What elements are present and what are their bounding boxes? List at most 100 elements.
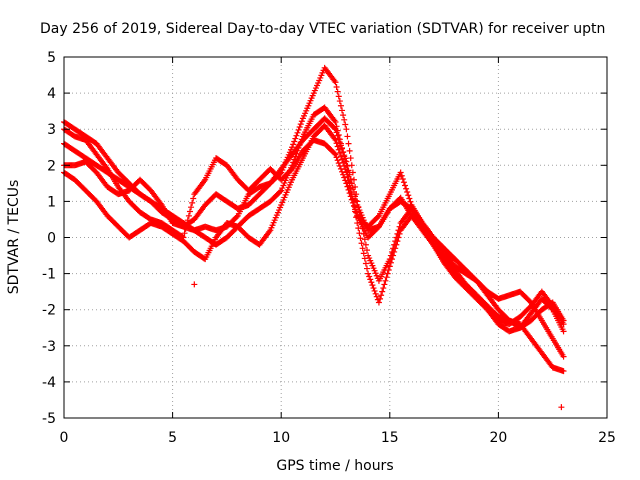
x-tick-label: 15 — [381, 430, 399, 446]
data-point — [186, 208, 193, 215]
y-tick-label: 2 — [47, 158, 56, 174]
data-point — [403, 185, 410, 192]
data-point — [362, 241, 369, 248]
data-point — [335, 160, 342, 167]
data-point — [369, 282, 376, 289]
data-point — [332, 79, 339, 86]
data-point — [361, 255, 368, 262]
data-point — [332, 118, 339, 125]
data-point — [332, 137, 339, 144]
data-point — [344, 183, 351, 190]
data-point — [335, 93, 342, 100]
data-point — [357, 235, 364, 242]
data-point — [331, 125, 338, 132]
data-point — [362, 260, 369, 267]
data-point — [188, 204, 195, 211]
data-point — [395, 234, 402, 241]
data-point — [332, 151, 339, 158]
grid-lines — [64, 57, 607, 418]
data-point — [292, 135, 299, 142]
data-point — [337, 142, 344, 149]
data-point — [358, 240, 365, 247]
data-point — [343, 180, 350, 187]
data-point — [373, 293, 380, 300]
data-point — [333, 140, 340, 147]
data-point — [289, 144, 296, 151]
data-point — [368, 279, 375, 286]
data-point — [365, 270, 372, 277]
data-point — [380, 285, 387, 292]
data-point — [340, 171, 347, 178]
data-point — [379, 288, 386, 295]
data-point — [190, 195, 197, 202]
data-point — [367, 276, 374, 283]
y-tick-label: 3 — [47, 122, 56, 138]
data-point — [340, 148, 347, 155]
data-point — [349, 169, 356, 176]
y-axis-label: SDTVAR / TECUs — [6, 180, 22, 295]
data-point — [356, 230, 363, 237]
data-point — [336, 163, 343, 170]
data-points — [61, 64, 567, 411]
data-point — [404, 189, 411, 196]
data-point — [374, 213, 381, 220]
data-point — [294, 129, 301, 136]
data-point — [291, 138, 298, 145]
data-point — [182, 225, 189, 232]
data-point — [560, 321, 567, 328]
series-track-d — [61, 122, 567, 335]
data-point — [347, 155, 354, 162]
data-point — [384, 270, 391, 277]
data-point — [344, 173, 351, 180]
data-point — [180, 234, 187, 241]
x-axis-label: GPS time / hours — [276, 458, 393, 474]
data-point — [333, 83, 340, 90]
data-point — [388, 256, 395, 263]
data-point — [340, 112, 347, 119]
data-point — [336, 139, 343, 146]
data-point — [382, 277, 389, 284]
data-point — [331, 150, 338, 157]
data-point — [406, 195, 413, 202]
data-point — [352, 206, 359, 213]
data-point — [184, 217, 191, 224]
data-point — [343, 158, 350, 165]
data-point — [386, 263, 393, 270]
outlier-point — [191, 281, 198, 288]
data-point — [393, 241, 400, 248]
data-point — [183, 221, 190, 228]
data-point — [378, 292, 385, 299]
chart-title: Day 256 of 2019, Sidereal Day-to-day VTE… — [40, 21, 605, 37]
data-point — [179, 233, 186, 240]
data-point — [363, 265, 370, 272]
data-point — [181, 230, 188, 237]
data-point — [348, 162, 355, 169]
data-point — [346, 190, 353, 197]
data-point — [387, 259, 394, 266]
data-point — [360, 250, 367, 257]
data-point — [339, 107, 346, 114]
y-tick-label: -1 — [42, 267, 56, 283]
data-point — [336, 150, 343, 157]
data-point — [342, 177, 349, 184]
data-point — [350, 176, 357, 183]
data-point — [277, 188, 284, 195]
x-tick-label: 5 — [168, 430, 177, 446]
data-point — [383, 274, 390, 281]
data-point — [381, 281, 388, 288]
data-point — [400, 179, 407, 186]
data-point — [345, 140, 352, 147]
y-tick-label: -5 — [42, 411, 56, 427]
data-point — [407, 198, 414, 205]
plot-frame — [63, 56, 608, 419]
y-tick-label: -3 — [42, 339, 56, 355]
data-point — [560, 353, 567, 360]
data-point — [334, 88, 341, 95]
data-point — [189, 199, 196, 206]
data-point — [293, 132, 300, 139]
series-track-e — [61, 126, 567, 328]
data-point — [342, 155, 349, 162]
series-track-c — [61, 115, 567, 331]
x-tick-label: 0 — [60, 430, 69, 446]
